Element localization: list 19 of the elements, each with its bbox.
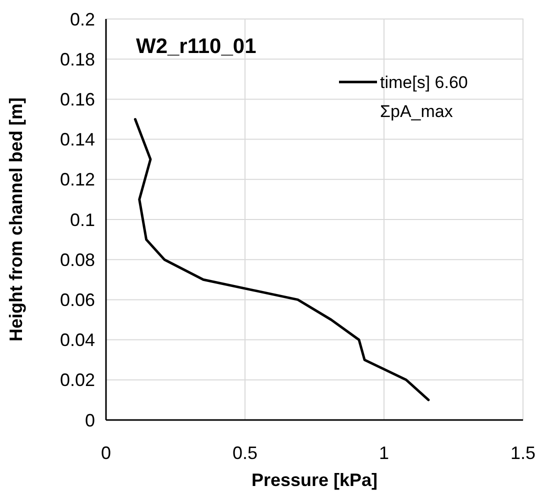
x-axis-title: Pressure [kPa] <box>251 470 378 490</box>
y-tick-label: 0 <box>84 410 95 430</box>
y-tick-label: 0.2 <box>70 9 95 30</box>
y-tick-label: 0.14 <box>60 130 95 150</box>
y-tick-label: 0.18 <box>60 49 95 70</box>
y-tick-label: 0.06 <box>60 290 95 310</box>
y-tick-label: 0.12 <box>60 170 95 190</box>
y-tick-label: 0.02 <box>60 370 95 390</box>
x-tick-label: 0.5 <box>232 443 258 463</box>
x-tick-label: 1 <box>378 443 390 463</box>
y-axis-title: Height from channel bed [m] <box>6 97 26 342</box>
y-tick-label: 0.1 <box>70 210 95 230</box>
y-tick-label: 0.16 <box>60 90 95 110</box>
y-tick-label: 0.08 <box>60 250 95 270</box>
legend-label: time[s] 6.60 ΣpA_max <box>380 72 468 121</box>
text: W2_r110_01 <box>136 35 257 58</box>
x-tick-label: 1.5 <box>510 443 536 463</box>
x-tick-label: 0 <box>100 443 112 463</box>
y-tick-label: 0.04 <box>60 330 95 350</box>
